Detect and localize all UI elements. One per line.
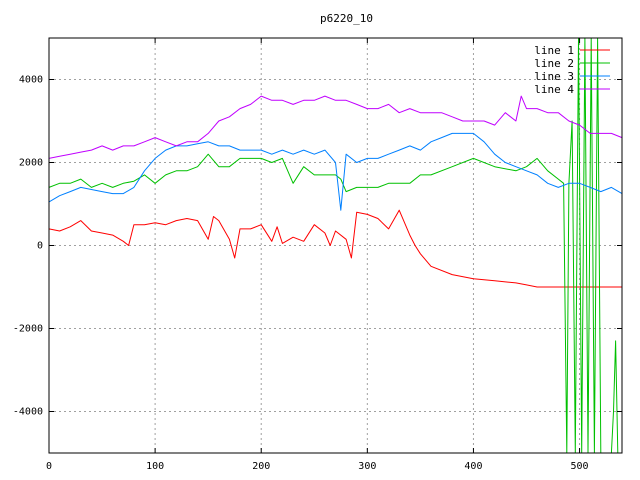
x-tick-label: 500	[571, 461, 589, 472]
plot-frame	[48, 37, 623, 454]
series-line-4	[48, 95, 623, 159]
y-tick-label: -4000	[13, 407, 43, 418]
x-tick-label: 0	[46, 461, 52, 472]
y-tick-label: 0	[37, 241, 43, 252]
series-line-2	[48, 37, 622, 454]
chart-title: p6220_10	[320, 12, 373, 25]
x-tick-label: 400	[464, 461, 482, 472]
legend-label: line 1	[534, 44, 574, 57]
tick-layer: 0 100 200 300 400 500 -4000 -2000 0 2000 4000	[13, 38, 622, 472]
series-line-3	[48, 132, 623, 211]
series-line-1	[48, 209, 622, 288]
legend-label: line 3	[534, 70, 574, 83]
series-layer	[48, 37, 623, 454]
y-tick-label: 2000	[19, 158, 43, 169]
x-tick-label: 300	[358, 461, 376, 472]
legend-label: line 4	[534, 83, 574, 96]
y-tick-label: -2000	[13, 324, 43, 335]
x-tick-label: 200	[252, 461, 270, 472]
x-tick-label: 100	[146, 461, 164, 472]
legend-label: line 2	[534, 57, 574, 70]
y-tick-label: 4000	[19, 75, 43, 86]
